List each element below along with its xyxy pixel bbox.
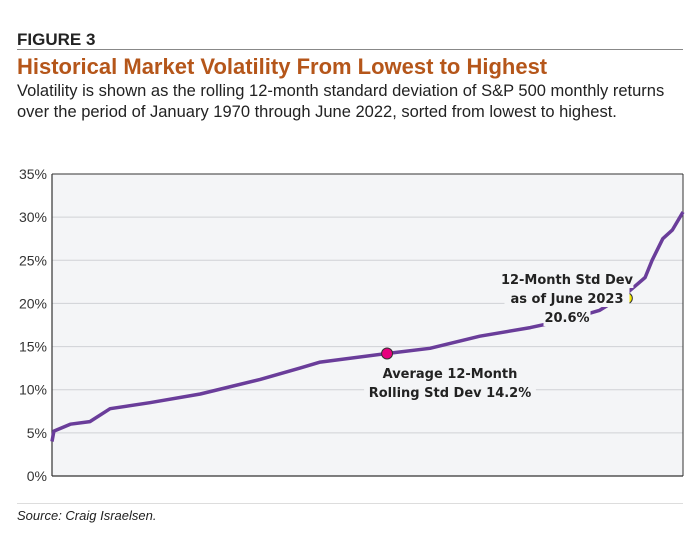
y-tick-label: 20%: [19, 295, 47, 311]
chart-title: Historical Market Volatility From Lowest…: [17, 54, 548, 79]
current-annotation-bg: [543, 308, 591, 326]
current-annotation-line: 20.6%: [544, 311, 589, 326]
y-tick-label: 0%: [27, 468, 47, 484]
current-annotation-line: as of June 2023: [510, 292, 623, 307]
y-tick-label: 10%: [19, 382, 47, 398]
current-annotation-bg: [504, 289, 630, 307]
average-annotation-line: Average 12-Month: [383, 367, 518, 382]
y-tick-label: 15%: [19, 339, 47, 355]
header-divider: [17, 49, 683, 50]
figure-label: FIGURE 3: [17, 30, 96, 49]
source-note: Source: Craig Israelsen.: [17, 508, 157, 523]
current-annotation-bg: [500, 270, 634, 288]
y-tick-label: 30%: [19, 209, 47, 225]
average-annotation-line: Rolling Std Dev 14.2%: [369, 386, 532, 401]
y-tick-label: 35%: [19, 166, 47, 182]
y-tick-label: 5%: [27, 425, 47, 441]
source-divider: [17, 503, 683, 504]
current-annotation-line: 12-Month Std Dev: [501, 273, 634, 288]
average-annotation-bg: [383, 364, 517, 382]
average-annotation-bg: [364, 383, 536, 401]
chart-subtitle: Volatility is shown as the rolling 12-mo…: [17, 82, 665, 121]
y-tick-label: 25%: [19, 252, 47, 268]
average-marker: [381, 347, 394, 360]
volatility-line: [50, 211, 685, 442]
